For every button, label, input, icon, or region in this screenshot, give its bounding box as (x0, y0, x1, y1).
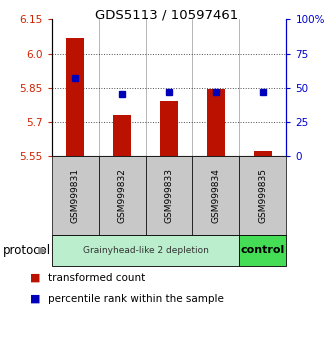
Text: GDS5113 / 10597461: GDS5113 / 10597461 (95, 9, 238, 22)
Bar (160, 101, 178, 156)
Text: control: control (241, 245, 285, 256)
Text: transformed count: transformed count (48, 273, 146, 283)
Text: GSM999833: GSM999833 (165, 168, 173, 223)
Bar (239, 235, 286, 266)
Bar (99, 156, 146, 235)
Text: GSM999831: GSM999831 (71, 168, 80, 223)
Text: GSM999835: GSM999835 (258, 168, 267, 223)
Text: Grainyhead-like 2 depletion: Grainyhead-like 2 depletion (83, 246, 208, 255)
Text: percentile rank within the sample: percentile rank within the sample (48, 294, 224, 304)
Bar (239, 156, 286, 235)
Bar (253, 151, 272, 156)
Bar (192, 156, 239, 235)
Text: GSM999832: GSM999832 (118, 168, 127, 223)
Bar (206, 89, 225, 156)
Text: GSM999834: GSM999834 (211, 168, 220, 223)
Bar (52, 156, 99, 235)
Bar (113, 115, 132, 156)
Text: ■: ■ (30, 294, 41, 304)
Bar (146, 156, 192, 235)
Bar (66, 38, 85, 156)
Text: protocol: protocol (3, 244, 52, 257)
Bar (52, 235, 239, 266)
Text: ■: ■ (30, 273, 41, 283)
